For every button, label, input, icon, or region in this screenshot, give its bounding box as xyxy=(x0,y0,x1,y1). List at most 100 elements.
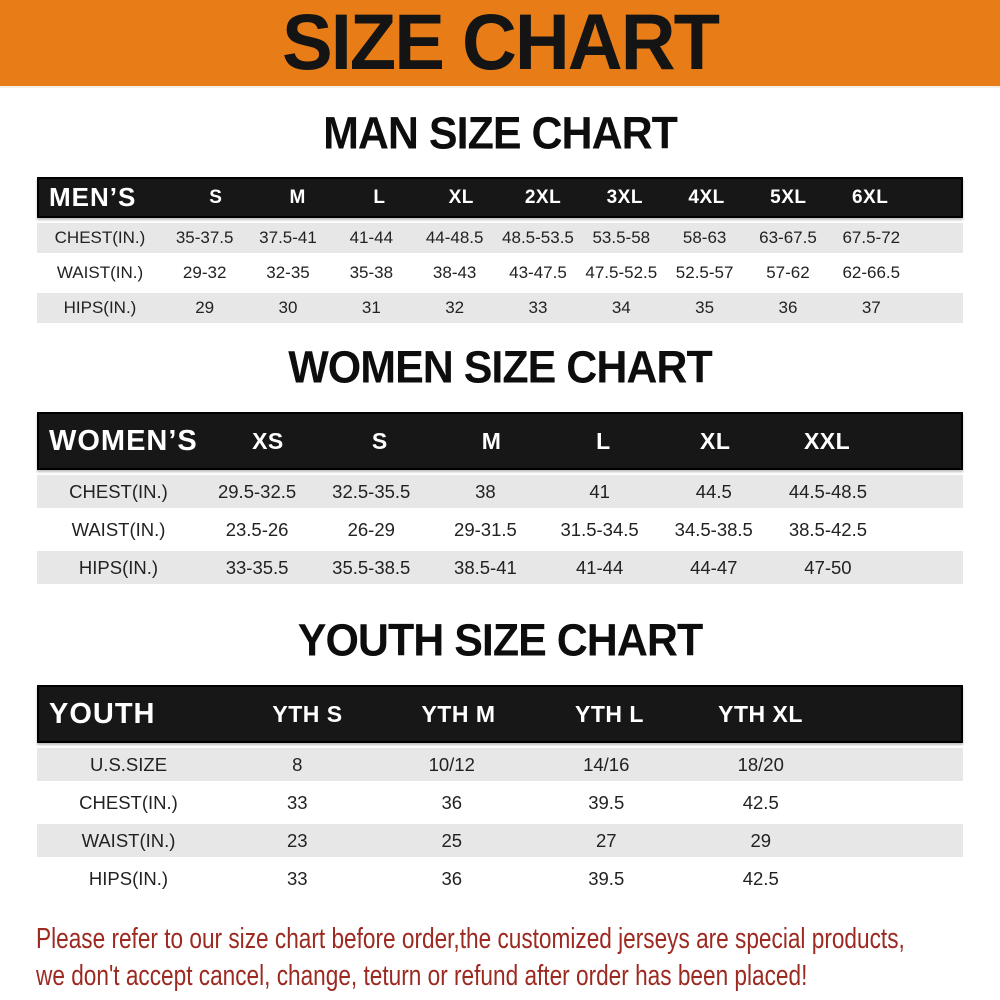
row-value: 43-47.5 xyxy=(509,263,567,282)
men-table-row: CHEST(IN.) 35-37.5 37.5-41 41-44 44-48.5 48.5… xyxy=(37,223,963,253)
row-value: 25 xyxy=(441,829,463,851)
youth-table-row: WAIST(IN.) 23 25 27 29 xyxy=(37,824,963,857)
row-value: 32.5-35.5 xyxy=(332,480,411,502)
row-value: 42.5 xyxy=(742,791,779,813)
row-value: 44.5 xyxy=(695,480,732,502)
men-header-row: MEN’S S M L XL 2XL 3XL 4XL 5XL 6XL xyxy=(37,177,963,218)
row-label: WAIST(IN.) xyxy=(56,263,144,282)
row-value: 47-50 xyxy=(804,556,852,578)
women-size-column: XL xyxy=(700,427,731,454)
youth-size-chart-section: YOUTH SIZE CHART YOUTH YTH S YTH M YTH L YTH… xyxy=(0,618,1000,895)
row-value: 33 xyxy=(286,867,308,889)
women-size-column: XS xyxy=(252,427,284,454)
youth-size-column: YTH S xyxy=(272,700,343,727)
youth-table-row: HIPS(IN.) 33 36 39.5 42.5 xyxy=(37,862,963,895)
youth-table-row: U.S.SIZE 8 10/12 14/16 18/20 xyxy=(37,748,963,781)
row-value: 34.5-38.5 xyxy=(674,518,753,540)
women-header-label: WOMEN’S xyxy=(49,424,198,457)
disclaimer: Please refer to our size chart before or… xyxy=(36,921,1000,995)
disclaimer-line-2: we don't accept cancel, change, teturn o… xyxy=(36,960,808,992)
row-value: 38.5-41 xyxy=(454,556,517,578)
youth-size-column: YTH XL xyxy=(718,700,803,727)
women-size-chart-title: WOMEN SIZE CHART xyxy=(288,342,713,394)
row-value: 39.5 xyxy=(588,791,625,813)
row-value: 41 xyxy=(589,480,610,502)
youth-table-row: CHEST(IN.) 33 36 39.5 42.5 xyxy=(37,786,963,819)
row-label: HIPS(IN.) xyxy=(88,867,169,889)
row-value: 29 xyxy=(195,298,215,317)
row-value: 23.5-26 xyxy=(225,518,289,540)
row-value: 53.5-58 xyxy=(592,228,651,247)
row-value: 41-44 xyxy=(349,228,394,247)
row-value: 37.5-41 xyxy=(259,228,317,247)
men-size-column: 6XL xyxy=(851,186,889,208)
row-value: 18/20 xyxy=(737,753,784,775)
row-label: CHEST(IN.) xyxy=(54,228,146,247)
size-chart-banner: SIZE CHART xyxy=(0,0,1000,88)
disclaimer-line-1: Please refer to our size chart before or… xyxy=(36,923,905,955)
men-table-row: WAIST(IN.) 29-32 32-35 35-38 38-43 43-47.5 47.… xyxy=(37,258,963,288)
men-size-column: M xyxy=(289,186,306,208)
row-value: 39.5 xyxy=(588,867,625,889)
men-size-column: 2XL xyxy=(524,186,562,208)
man-size-chart-title: MAN SIZE CHART xyxy=(323,108,678,160)
women-size-column: L xyxy=(596,427,611,454)
row-value: 38 xyxy=(475,480,496,502)
row-value: 30 xyxy=(278,298,298,317)
row-value: 35-37.5 xyxy=(175,228,234,247)
men-size-column: 4XL xyxy=(688,186,725,208)
row-value: 35 xyxy=(695,298,715,317)
women-size-table: WOMEN’S XS S M L XL XXL CHEST(IN.) 29.5-32.5 32.5… xyxy=(37,412,963,584)
row-value: 38-43 xyxy=(432,263,477,282)
man-size-chart-section: MAN SIZE CHART MEN’S S M L XL 2XL 3XL 4XL 5XL 6XL… xyxy=(0,108,1000,323)
row-value: 10/12 xyxy=(428,753,475,775)
row-value: 31.5-34.5 xyxy=(560,518,639,540)
women-header-row: WOMEN’S XS S M L XL XXL xyxy=(37,412,963,470)
row-value: 63-67.5 xyxy=(759,228,817,247)
women-size-column: M xyxy=(481,427,502,454)
row-label: HIPS(IN.) xyxy=(78,556,159,578)
men-table-row: HIPS(IN.) 29 30 31 32 33 34 35 36 37 xyxy=(37,293,963,323)
men-header-label: MEN’S xyxy=(49,182,137,212)
row-value: 44.5-48.5 xyxy=(788,480,868,502)
banner-title: SIZE CHART xyxy=(282,0,720,87)
row-value: 44-47 xyxy=(690,556,738,578)
women-table-row: HIPS(IN.) 33-35.5 35.5-38.5 38.5-41 41-44 44-… xyxy=(37,551,963,584)
row-value: 33 xyxy=(528,298,548,317)
row-value: 27 xyxy=(595,829,617,851)
row-value: 52.5-57 xyxy=(675,263,734,282)
row-value: 41-44 xyxy=(575,556,624,578)
row-value: 26-29 xyxy=(347,518,395,540)
women-table-row: CHEST(IN.) 29.5-32.5 32.5-35.5 38 41 44.5 44.5… xyxy=(37,475,963,508)
row-value: 29 xyxy=(750,829,772,851)
row-value: 38.5-42.5 xyxy=(788,518,868,540)
row-value: 29-31.5 xyxy=(454,518,517,540)
row-value: 35-38 xyxy=(349,263,394,282)
men-size-column: 5XL xyxy=(770,186,807,208)
men-size-column: S xyxy=(209,186,223,208)
youth-size-column: YTH M xyxy=(421,700,496,727)
women-size-column: XXL xyxy=(803,427,851,454)
row-label: WAIST(IN.) xyxy=(81,829,176,851)
row-value: 35.5-38.5 xyxy=(332,556,411,578)
youth-header-row: YOUTH YTH S YTH M YTH L YTH XL xyxy=(37,685,963,743)
row-value: 33-35.5 xyxy=(225,556,289,578)
row-label: U.S.SIZE xyxy=(89,753,168,775)
row-value: 37 xyxy=(861,298,881,317)
women-size-chart-section: WOMEN SIZE CHART WOMEN’S XS S M L XL XXL CHEST(… xyxy=(0,342,1000,584)
youth-size-table: YOUTH YTH S YTH M YTH L YTH XL U.S.SIZE 8 10/12… xyxy=(37,685,963,895)
row-label: HIPS(IN.) xyxy=(63,298,137,317)
row-value: 8 xyxy=(292,753,303,775)
row-value: 36 xyxy=(441,791,463,813)
men-size-column: XL xyxy=(448,186,474,208)
row-value: 32 xyxy=(445,298,465,317)
row-value: 14/16 xyxy=(583,753,630,775)
row-value: 36 xyxy=(778,298,798,317)
row-label: CHEST(IN.) xyxy=(69,480,168,502)
men-size-column: L xyxy=(373,186,386,208)
row-value: 42.5 xyxy=(742,867,779,889)
women-table-row: WAIST(IN.) 23.5-26 26-29 29-31.5 31.5-34.5 34… xyxy=(37,513,963,546)
row-value: 36 xyxy=(441,867,463,889)
row-label: WAIST(IN.) xyxy=(71,518,166,540)
men-size-table: MEN’S S M L XL 2XL 3XL 4XL 5XL 6XL CHEST(IN.) 35-37… xyxy=(37,177,963,323)
